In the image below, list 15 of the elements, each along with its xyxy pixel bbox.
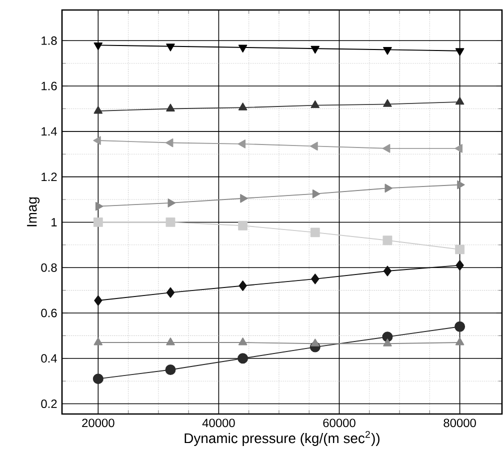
y-tick-label: 0.4 — [41, 354, 57, 363]
y-tick-label: 1.4 — [42, 127, 57, 136]
y-tick-label: 1 — [52, 218, 57, 226]
x-axis-title: Dynamic pressure (kg/(m sec$^{2}$)) — [184, 430, 380, 446]
y-tick-label: 1.6 — [42, 82, 57, 90]
y-tick-label: 0.6 — [41, 308, 57, 318]
x-tick-label: 60000 — [323, 418, 356, 428]
y-tick-label: 1.2 — [42, 172, 57, 181]
y-tick-label: 0.8 — [41, 263, 57, 272]
y-axis-title: Imag — [27, 197, 40, 226]
x-tick-label: 80000 — [444, 418, 476, 428]
x-tick-label: 20000 — [82, 418, 114, 428]
x-tick-label: 40000 — [202, 418, 235, 428]
y-tick-label: 1.8 — [42, 36, 57, 45]
y-tick-label: 0.2 — [41, 400, 57, 408]
